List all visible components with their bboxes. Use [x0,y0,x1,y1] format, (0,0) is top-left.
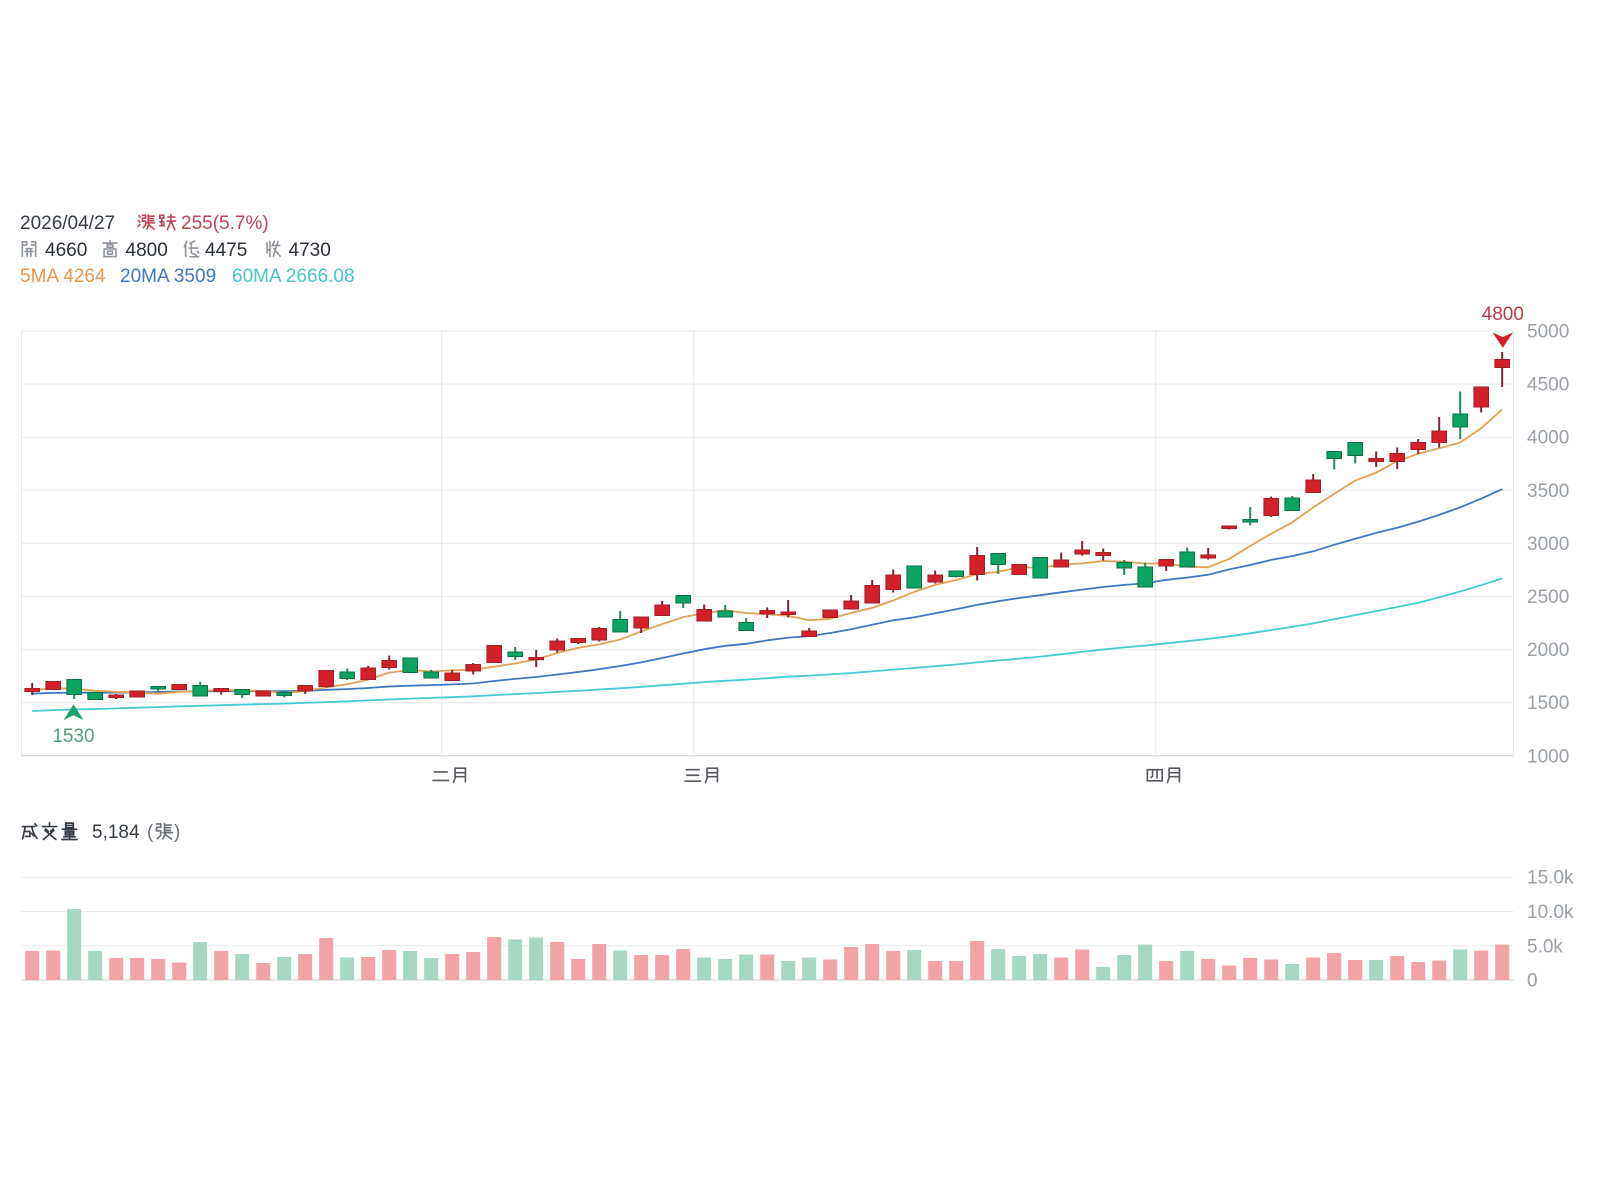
svg-text:4475: 4475 [205,240,247,261]
svg-text:2500: 2500 [1527,587,1569,608]
svg-text:5.0k: 5.0k [1527,936,1563,957]
svg-text:): ) [174,822,180,843]
svg-text:0: 0 [1527,971,1538,992]
svg-text:5000: 5000 [1527,322,1569,343]
svg-text:2026/04/27: 2026/04/27 [20,213,115,234]
svg-text:4800: 4800 [1482,304,1524,325]
svg-text:3000: 3000 [1527,534,1569,555]
svg-text:255(5.7%): 255(5.7%) [181,213,269,234]
svg-text:1000: 1000 [1527,746,1569,767]
svg-text:5MA 4264: 5MA 4264 [20,266,106,287]
svg-text:4000: 4000 [1527,428,1569,449]
svg-text:4660: 4660 [45,240,87,261]
svg-text:1500: 1500 [1527,693,1569,714]
svg-text:15.0k: 15.0k [1527,868,1574,889]
svg-text:10.0k: 10.0k [1527,902,1574,923]
svg-text:3500: 3500 [1527,481,1569,502]
svg-text:2000: 2000 [1527,640,1569,661]
svg-text:5,184: 5,184 [92,822,140,843]
svg-text:(: ( [147,822,154,843]
svg-text:1530: 1530 [52,726,94,747]
svg-text:20MA 3509: 20MA 3509 [120,266,216,287]
svg-text:4500: 4500 [1527,375,1569,396]
svg-text:60MA 2666.08: 60MA 2666.08 [232,266,355,287]
svg-text:4800: 4800 [126,240,168,261]
svg-text:4730: 4730 [289,240,331,261]
